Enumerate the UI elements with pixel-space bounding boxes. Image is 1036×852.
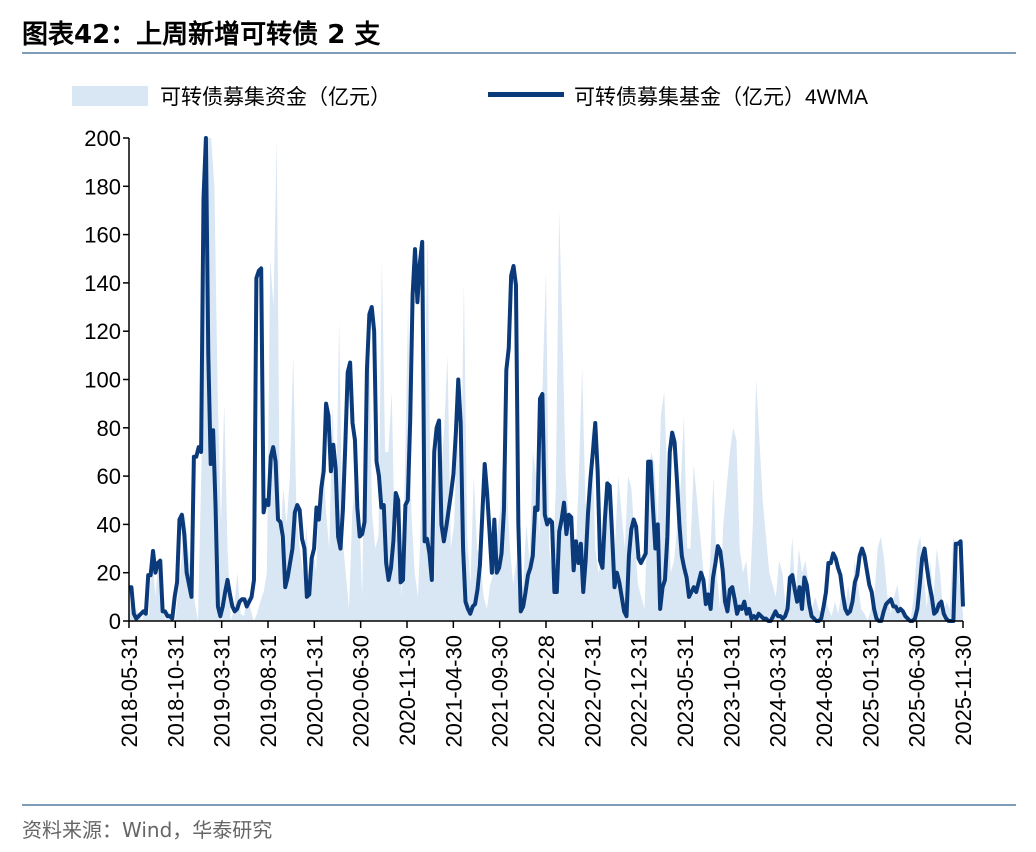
x-tick-label: 2019-08-31 — [256, 635, 281, 748]
x-tick-label: 2023-10-31 — [719, 635, 744, 748]
y-tick-label: 80 — [97, 416, 121, 441]
legend-label-line: 可转债募集基金（亿元）4WMA — [574, 86, 868, 109]
x-tick-label: 2022-02-28 — [534, 635, 559, 748]
legend-label-area: 可转债募集资金（亿元） — [160, 86, 391, 109]
x-tick-label: 2022-12-31 — [627, 635, 652, 748]
y-axis: 0 20 40 60 80 100 120 140 160 180 200 — [84, 126, 130, 634]
x-tick-label: 2024-03-31 — [766, 635, 791, 748]
legend-swatch-area — [72, 86, 148, 106]
x-tick-label: 2021-09-30 — [488, 635, 513, 748]
legend: 可转债募集资金（亿元） 可转债募集基金（亿元）4WMA — [72, 86, 868, 109]
y-tick-label: 140 — [84, 271, 121, 296]
x-tick-label: 2019-03-31 — [210, 635, 235, 748]
y-tick-label: 40 — [97, 512, 121, 537]
x-tick-label: 2025-01-31 — [858, 635, 883, 748]
source-note: 资料来源：Wind，华泰研究 — [22, 818, 273, 842]
x-tick-label: 2024-08-31 — [812, 635, 837, 748]
figure-title: 图表42：上周新增可转债 2 支 — [22, 20, 381, 50]
y-tick-label: 200 — [84, 126, 121, 151]
y-tick-label: 160 — [84, 223, 121, 248]
x-tick-label: 2021-04-30 — [441, 635, 466, 748]
x-axis: 2018-05-31 2018-10-31 2019-03-31 2019-08-31… — [117, 620, 976, 748]
x-tick-label: 2020-11-30 — [395, 635, 420, 746]
plot-area — [129, 136, 965, 623]
source-divider — [22, 804, 1016, 806]
x-tick-label: 2025-11-30 — [951, 635, 976, 746]
y-tick-label: 60 — [97, 464, 121, 489]
y-tick-label: 120 — [84, 319, 121, 344]
x-tick-label: 2020-01-31 — [302, 635, 327, 748]
y-tick-label: 100 — [84, 368, 121, 393]
legend-swatch-line — [488, 92, 564, 97]
x-tick-label: 2020-06-30 — [349, 635, 374, 748]
title-divider — [22, 52, 1016, 54]
chart: 可转债募集资金（亿元） 可转债募集基金（亿元）4WMA 0 20 40 60 80 100… — [72, 86, 976, 748]
y-tick-label: 180 — [84, 174, 121, 199]
x-tick-label: 2023-05-31 — [673, 635, 698, 748]
series-line-4wma — [129, 136, 965, 623]
x-tick-label: 2022-07-31 — [580, 635, 605, 748]
x-tick-label: 2018-10-31 — [163, 635, 188, 748]
x-tick-label: 2018-05-31 — [117, 635, 142, 748]
x-tick-label: 2025-06-30 — [905, 635, 930, 748]
y-tick-label: 20 — [97, 561, 121, 586]
y-tick-label: 0 — [109, 609, 121, 634]
